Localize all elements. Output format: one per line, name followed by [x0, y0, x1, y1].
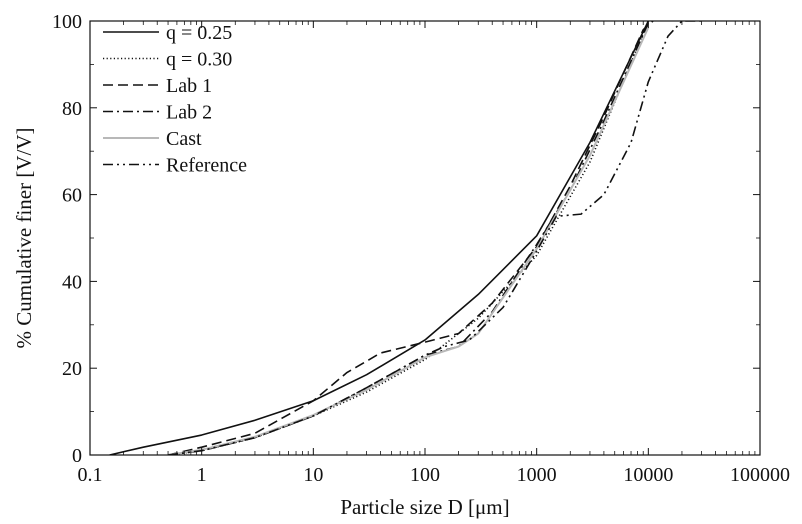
x-tick-label: 0.1: [78, 464, 103, 486]
series-line-4: [167, 22, 650, 455]
x-axis-label: Particle size D [μm]: [340, 495, 509, 519]
series-line-6: [167, 21, 702, 455]
legend-label-6: Reference: [166, 155, 247, 177]
x-tick-label: 100000: [730, 464, 790, 486]
x-tick-label: 10: [303, 464, 323, 486]
legend-label-4: Lab 2: [166, 102, 212, 124]
y-tick-label: 40: [62, 271, 82, 293]
x-tick-label: 1000: [517, 464, 557, 486]
legend-label-2: q = 0.30: [166, 49, 232, 71]
y-tick-label: 60: [62, 185, 82, 207]
legend-label-5: Cast: [166, 128, 202, 150]
y-tick-label: 80: [62, 98, 82, 120]
series-line-3: [167, 21, 654, 455]
y-tick-label: 20: [62, 358, 82, 380]
legend: q = 0.25 q = 0.30 Lab 1 Lab 2 Cast Reference: [103, 22, 247, 177]
x-tick-label: 1: [197, 464, 207, 486]
y-axis-label: % Cumulative finer [V/V]: [12, 127, 36, 348]
ticks-layer: 0.1 1 10 100 1000 10000 100000 0 20 40 60 80 100: [52, 11, 790, 486]
y-tick-label: 100: [52, 11, 82, 33]
y-tick-label: 0: [72, 445, 82, 467]
series-layer: [109, 21, 702, 455]
x-tick-label: 10000: [623, 464, 673, 486]
x-tick-label: 100: [410, 464, 440, 486]
legend-label-1: q = 0.25: [166, 22, 232, 44]
series-line-5: [167, 27, 650, 455]
series-line-1: [109, 21, 650, 455]
legend-label-3: Lab 1: [166, 75, 212, 97]
series-line-2: [167, 21, 650, 455]
